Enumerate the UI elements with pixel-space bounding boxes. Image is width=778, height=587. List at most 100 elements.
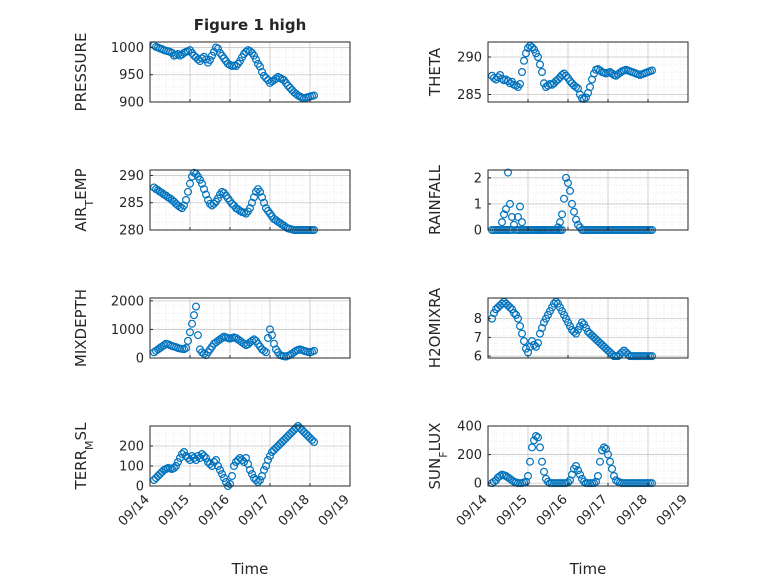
axes-box	[149, 169, 351, 231]
data-point	[510, 220, 519, 229]
data-point	[252, 476, 261, 485]
x-tick-label: 09/16	[196, 492, 233, 529]
data-point	[160, 341, 169, 350]
data-point	[513, 212, 522, 221]
data-point	[565, 322, 574, 331]
data-point	[230, 462, 239, 471]
data-point	[511, 81, 520, 90]
data-point	[278, 438, 287, 447]
data-point	[208, 462, 217, 471]
data-point	[234, 205, 243, 214]
data-point	[228, 472, 237, 481]
data-point	[490, 309, 499, 318]
data-point	[531, 49, 540, 58]
data-point	[310, 91, 319, 100]
data-point	[182, 196, 191, 205]
data-point	[527, 43, 536, 52]
data-point	[521, 344, 530, 353]
data-point	[559, 194, 568, 203]
data-point	[571, 329, 580, 338]
y-tick-label: 290	[119, 169, 144, 184]
data-point	[511, 310, 520, 319]
data-point	[569, 207, 578, 216]
data-point	[529, 45, 538, 54]
data-point	[603, 450, 612, 459]
data-point	[496, 472, 505, 481]
data-point	[180, 201, 189, 210]
data-point	[519, 337, 528, 346]
data-point	[196, 454, 205, 463]
y-tick-label: 0	[474, 477, 482, 492]
data-point	[182, 344, 191, 353]
data-point	[276, 440, 285, 449]
y-tick-label: 290	[457, 51, 482, 66]
data-point	[262, 73, 271, 82]
data-point	[292, 89, 301, 98]
y-tick-label: 7	[474, 331, 482, 346]
y-tick-label: 400	[457, 420, 482, 435]
data-point	[517, 218, 526, 227]
x-tick-label: 09/18	[614, 492, 651, 529]
data-point	[174, 458, 183, 467]
data-point	[268, 448, 277, 457]
data-point	[506, 303, 515, 312]
y-tick-label: 2000	[111, 294, 144, 309]
data-point	[206, 55, 215, 64]
data-point	[198, 450, 207, 459]
data-point	[647, 352, 656, 361]
data-point	[589, 479, 598, 488]
data-point	[647, 66, 656, 75]
data-point	[565, 186, 574, 195]
data-point	[533, 52, 542, 61]
data-point	[308, 436, 317, 445]
data-point	[545, 307, 554, 316]
data-point	[272, 74, 281, 83]
data-point	[502, 205, 511, 214]
y-tick-label: 280	[119, 224, 144, 239]
data-point	[599, 443, 608, 452]
data-point	[246, 466, 255, 475]
data-point	[268, 331, 277, 340]
data-point	[186, 328, 195, 337]
data-point	[537, 457, 546, 466]
data-point	[284, 432, 293, 441]
data-point	[210, 199, 219, 208]
data-point	[647, 479, 656, 488]
data-point	[260, 71, 269, 80]
data-point	[508, 212, 517, 221]
y-axis-label: PRESSURE	[72, 33, 90, 112]
y-axis-label: SUNFLUX	[426, 423, 450, 490]
x-tick-label: 09/14	[116, 492, 153, 529]
data-point	[256, 187, 265, 196]
data-point	[563, 179, 572, 188]
data-point	[200, 349, 209, 358]
data-point	[557, 307, 566, 316]
data-point	[236, 57, 245, 66]
data-point	[202, 454, 211, 463]
data-point	[178, 50, 187, 59]
data-point	[188, 452, 197, 461]
data-point	[515, 202, 524, 211]
data-point	[298, 426, 307, 435]
data-point	[577, 318, 586, 327]
y-tick-label: 285	[457, 88, 482, 103]
data-point	[515, 322, 524, 331]
y-axis-label: RAINFALL	[426, 164, 444, 235]
data-point	[565, 76, 574, 85]
data-point	[180, 448, 189, 457]
x-tick-label: 09/15	[156, 492, 193, 529]
axes-box	[487, 425, 689, 487]
axes-box	[487, 169, 689, 231]
data-point	[182, 452, 191, 461]
x-tick-label: 09/16	[534, 492, 571, 529]
data-point	[571, 82, 580, 91]
data-point	[184, 336, 193, 345]
y-tick-label: 900	[119, 96, 144, 111]
data-point	[607, 69, 616, 78]
x-tick-label: 09/14	[454, 492, 491, 529]
data-point	[192, 456, 201, 465]
data-point	[304, 432, 313, 441]
data-point	[156, 470, 165, 479]
x-tick-label: 09/15	[494, 492, 531, 529]
